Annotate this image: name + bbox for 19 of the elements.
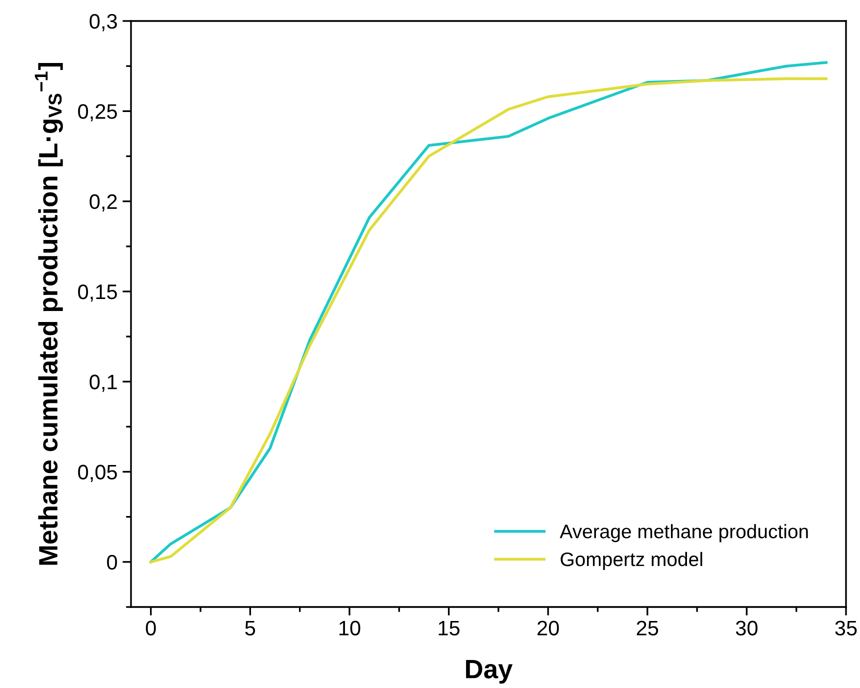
y-tick-label: 0,1 <box>90 374 117 392</box>
x-axis-title: Day <box>466 660 513 684</box>
y-tick-label: 0,05 <box>78 464 117 482</box>
x-tick-label: 30 <box>736 620 758 636</box>
x-tick-label: 5 <box>245 620 256 636</box>
x-tick-label: 15 <box>438 620 460 636</box>
x-tick-label: 10 <box>339 620 360 636</box>
y-tick-label: 0,2 <box>90 194 117 212</box>
y-tick-label: 0,15 <box>78 284 117 302</box>
y-tick-label: 0,3 <box>90 14 117 32</box>
x-tick-label: 25 <box>636 620 658 636</box>
x-tick-label: 35 <box>835 620 857 636</box>
y-tick-label: 0 <box>107 554 117 570</box>
legend-label: Gompertz model <box>560 552 702 570</box>
x-tick-label: 0 <box>146 620 156 636</box>
legend-label: Average methane production <box>560 524 808 542</box>
x-tick-label: 20 <box>538 620 559 636</box>
y-axis-title: Methane cumulated production [L·g$_{VS}$$^{−1}$] <box>34 63 63 565</box>
y-tick-label: 0,25 <box>78 104 117 122</box>
